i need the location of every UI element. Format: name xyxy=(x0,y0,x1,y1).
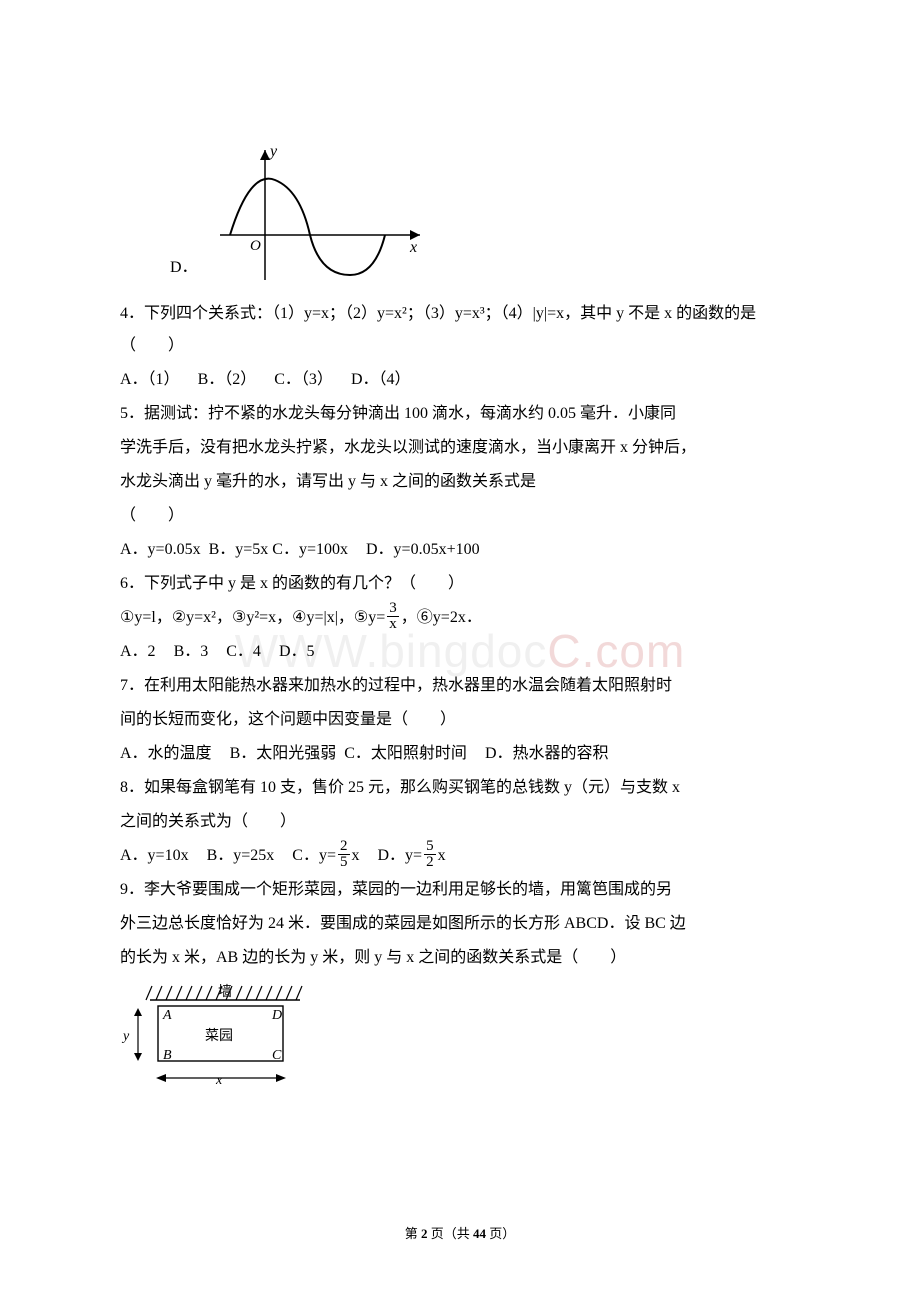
garden-label: 菜园 xyxy=(205,1028,233,1044)
q8-optc-frac: 25 xyxy=(338,839,350,870)
sine-graph: y x O xyxy=(210,140,430,290)
q6-items-suffix: ，⑥y=2x． xyxy=(401,609,482,626)
q7-opt-d: D．热水器的容积 xyxy=(485,738,609,770)
q6-opt-a: A．2 xyxy=(120,636,156,668)
q8-opt-b: B．y=25x xyxy=(207,840,275,872)
q4-opt-a: A．（1） xyxy=(120,364,180,396)
q8-optd-num: 5 xyxy=(424,839,436,855)
q8-line1: 8．如果每盒钢笔有 10 支，售价 25 元，那么购买钢笔的总钱数 y（元）与支… xyxy=(120,772,800,804)
page-footer: 第 2 页（共 44 页） xyxy=(0,1223,920,1242)
y-arrow-up xyxy=(134,1008,142,1016)
q7-opt-a: A．水的温度 xyxy=(120,738,212,770)
q9-line2: 外三边总长度恰好为 24 米．要围成的菜园是如图所示的长方形 ABCD．设 BC… xyxy=(120,908,800,940)
q7-options: A．水的温度 B．太阳光强弱 C．太阳照射时间 D．热水器的容积 xyxy=(120,738,800,770)
y-arrow xyxy=(260,150,270,160)
q4-options: A．（1） B．（2） C．（3） D．（4） xyxy=(120,364,800,396)
q5-opt-a: A．y=0.05x xyxy=(120,534,201,566)
q8-optd-suffix: x xyxy=(438,847,446,864)
q5-options: A．y=0.05x B．y=5x C．y=100x D．y=0.05x+100 xyxy=(120,534,800,566)
label-a: A xyxy=(162,1008,172,1023)
q5-line3: 水龙头滴出 y 毫升的水，请写出 y 与 x 之间的函数关系式是 xyxy=(120,466,800,498)
q8-optc-num: 2 xyxy=(338,839,350,855)
label-c: C xyxy=(272,1048,282,1063)
q6-frac: 3x xyxy=(387,601,399,632)
origin-label: O xyxy=(250,238,261,254)
q9-line3: 的长为 x 米，AB 边的长为 y 米，则 y 与 x 之间的函数关系式是（ ） xyxy=(120,942,800,974)
q6-items-prefix: ①y=l，②y=x²，③y²=x，④y=|x|，⑤y= xyxy=(120,609,385,626)
q8-optd-prefix: D．y= xyxy=(378,847,423,864)
q5-line1: 5．据测试：拧不紧的水龙头每分钟滴出 100 滴水，每滴水约 0.05 毫升．小… xyxy=(120,398,800,430)
y-arrow-down xyxy=(134,1053,142,1061)
label-d: D xyxy=(271,1008,282,1023)
footer-total: 44 xyxy=(473,1226,486,1241)
x-arrow-left xyxy=(156,1074,166,1082)
footer-mid: 页（共 xyxy=(431,1226,470,1241)
q6-options: A．2 B．3 C．4 D．5 xyxy=(120,636,800,668)
q8-optd-frac: 52 xyxy=(424,839,436,870)
label-b: B xyxy=(163,1048,172,1063)
q8-opt-c: C．y=25x xyxy=(292,840,359,872)
q8-optc-prefix: C．y= xyxy=(292,847,336,864)
q4-text: 4．下列四个关系式：（1）y=x；（2）y=x²；（3）y=x³；（4）|y|=… xyxy=(120,298,800,362)
q6-opt-c: C．4 xyxy=(226,636,261,668)
wall-label: 墙 xyxy=(218,984,232,1000)
q7-line1: 7．在利用太阳能热水器来加热水的过程中，热水器里的水温会随着太阳照射时 xyxy=(120,670,800,702)
q8-optc-den: 5 xyxy=(338,855,350,870)
q6-text: 6．下列式子中 y 是 x 的函数的有几个？（ ） xyxy=(120,568,800,600)
q6-frac-num: 3 xyxy=(387,601,399,617)
footer-prefix: 第 xyxy=(405,1226,418,1241)
page-content: D． y x O 4．下列四个关系式：（1）y=x；（2）y=x²；（3）y=x… xyxy=(120,140,800,1094)
q6-opt-d: D．5 xyxy=(279,636,315,668)
q8-opt-a: A．y=10x xyxy=(120,840,189,872)
footer-page: 2 xyxy=(421,1226,428,1241)
q8-optc-suffix: x xyxy=(352,847,360,864)
q5-line2: 学洗手后，没有把水龙头拧紧，水龙头以测试的速度滴水，当小康离开 x 分钟后， xyxy=(120,432,800,464)
q9-line1: 9．李大爷要围成一个矩形菜园，菜园的一边利用足够长的墙，用篱笆围成的另 xyxy=(120,874,800,906)
garden-diagram: 墙 A D B C 菜园 y x xyxy=(120,982,310,1094)
q7-opt-c: C．太阳照射时间 xyxy=(344,738,467,770)
q6-opt-b: B．3 xyxy=(174,636,209,668)
q5-opt-b: B．y=5x xyxy=(209,534,269,566)
q8-opt-d: D．y=52x xyxy=(378,840,446,872)
footer-suffix: 页） xyxy=(489,1226,515,1241)
q8-line2: 之间的关系式为（ ） xyxy=(120,806,800,838)
q4-opt-d: D．（4） xyxy=(351,364,411,396)
y-axis-label: y xyxy=(268,143,278,160)
q7-opt-b: B．太阳光强弱 xyxy=(230,738,337,770)
x-dim-label: x xyxy=(215,1073,223,1088)
q8-options: A．y=10x B．y=25x C．y=25x D．y=52x xyxy=(120,840,800,872)
q4-opt-b: B．（2） xyxy=(198,364,257,396)
q5-opt-c: C．y=100x xyxy=(272,534,348,566)
x-arrow-right xyxy=(276,1074,286,1082)
option-d-label: D． xyxy=(170,252,198,290)
q5-opt-d: D．y=0.05x+100 xyxy=(366,534,480,566)
q6-items: ①y=l，②y=x²，③y²=x，④y=|x|，⑤y=3x，⑥y=2x． xyxy=(120,602,800,634)
q7-line2: 间的长短而变化，这个问题中因变量是（ ） xyxy=(120,704,800,736)
q5-line4: （ ） xyxy=(120,500,800,532)
option-d-row: D． y x O xyxy=(120,140,800,290)
q4-opt-c: C．（3） xyxy=(274,364,333,396)
q8-optd-den: 2 xyxy=(424,855,436,870)
q6-frac-den: x xyxy=(387,617,399,632)
sine-curve xyxy=(230,179,385,275)
y-dim-label: y xyxy=(121,1029,130,1044)
x-axis-label: x xyxy=(409,239,417,256)
